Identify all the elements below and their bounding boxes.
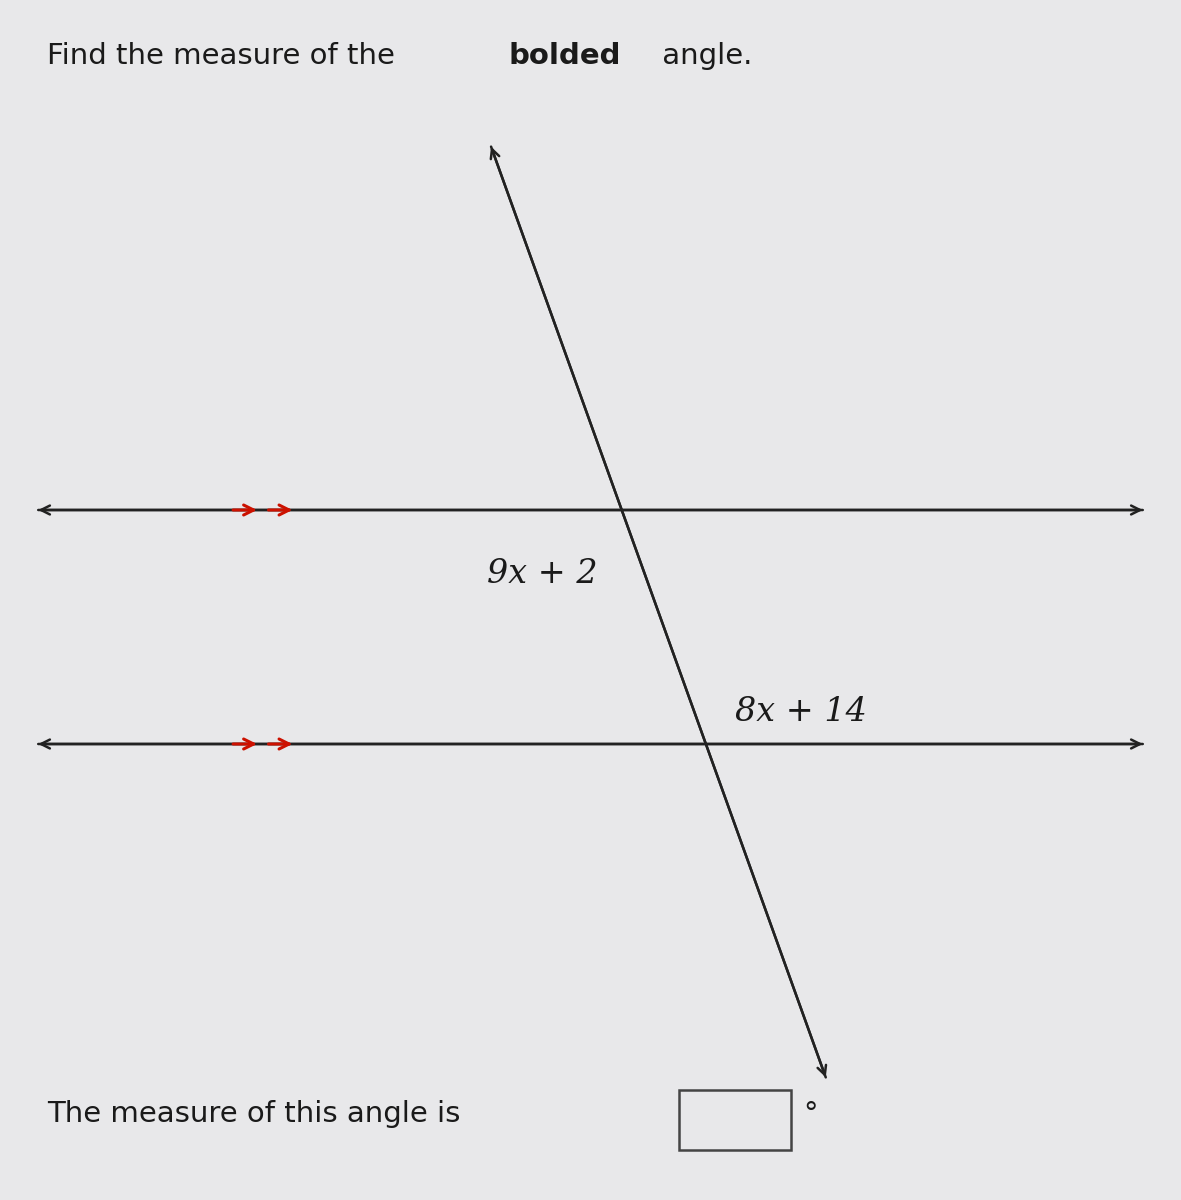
Text: 9x + 2: 9x + 2 — [488, 558, 598, 590]
Text: °: ° — [803, 1100, 817, 1128]
Text: bolded: bolded — [508, 42, 620, 70]
Text: angle.: angle. — [653, 42, 752, 70]
Bar — [679, 1090, 791, 1150]
Text: 8x + 14: 8x + 14 — [736, 696, 867, 728]
Text: The measure of this angle is: The measure of this angle is — [47, 1100, 461, 1128]
Text: Find the measure of the: Find the measure of the — [47, 42, 404, 70]
